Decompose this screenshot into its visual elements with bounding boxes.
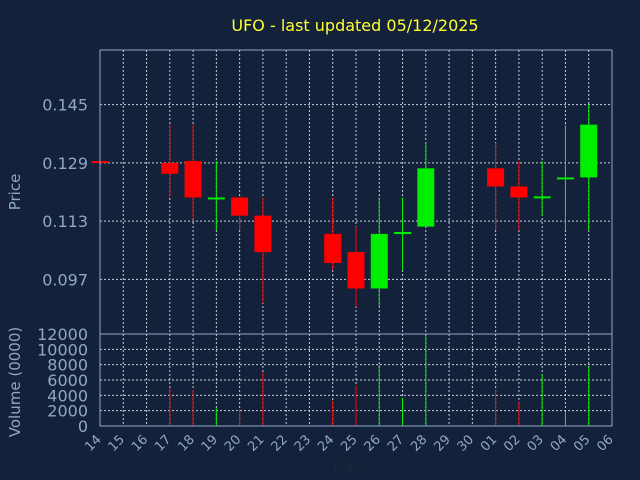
chart-title: UFO - last updated 05/12/2025 bbox=[231, 16, 478, 35]
volume-tick-label: 6000 bbox=[47, 371, 88, 390]
candle-body bbox=[370, 233, 388, 289]
candle-body bbox=[533, 196, 551, 199]
candle-body bbox=[254, 215, 272, 253]
x-axis-label: Day bbox=[333, 458, 363, 476]
price-tick-label: 0.097 bbox=[42, 270, 88, 289]
candles bbox=[91, 104, 598, 307]
volume-tick-label: 10000 bbox=[37, 340, 88, 359]
candle-body bbox=[231, 197, 249, 216]
candle-body bbox=[487, 168, 505, 187]
price-tick-label: 0.145 bbox=[42, 96, 88, 115]
candle-body bbox=[556, 177, 574, 180]
candle-body bbox=[510, 186, 528, 198]
candle-body bbox=[184, 161, 202, 198]
x-tick-labels: 14 15 16 17 18 19 20 21 22 23 24 25 26 27 28 29 30 01 02 03… bbox=[82, 432, 616, 454]
volume-tick-label: 0 bbox=[78, 417, 88, 436]
price-tick-label: 0.129 bbox=[42, 154, 88, 173]
candle-body bbox=[347, 252, 365, 289]
candle-body bbox=[161, 162, 179, 174]
price-tick-label: 0.113 bbox=[42, 212, 88, 231]
candle-body bbox=[207, 197, 225, 200]
candle-body bbox=[324, 233, 342, 263]
price-tick-labels: 0.097 0.113 0.129 0.145 bbox=[42, 96, 88, 290]
volume-tick-label: 12000 bbox=[37, 325, 88, 344]
candle-body bbox=[580, 124, 598, 178]
volume-tick-label: 2000 bbox=[47, 402, 88, 421]
volume-bars bbox=[169, 336, 590, 426]
candle-body bbox=[394, 232, 412, 235]
volume-tick-label: 8000 bbox=[47, 356, 88, 375]
volume-axis-label: Volume (0000) bbox=[6, 327, 24, 437]
volume-tick-label: 4000 bbox=[47, 386, 88, 405]
price-axis-label: Price bbox=[6, 174, 24, 211]
candle-body bbox=[417, 168, 435, 227]
volume-panel-frame bbox=[99, 333, 613, 427]
